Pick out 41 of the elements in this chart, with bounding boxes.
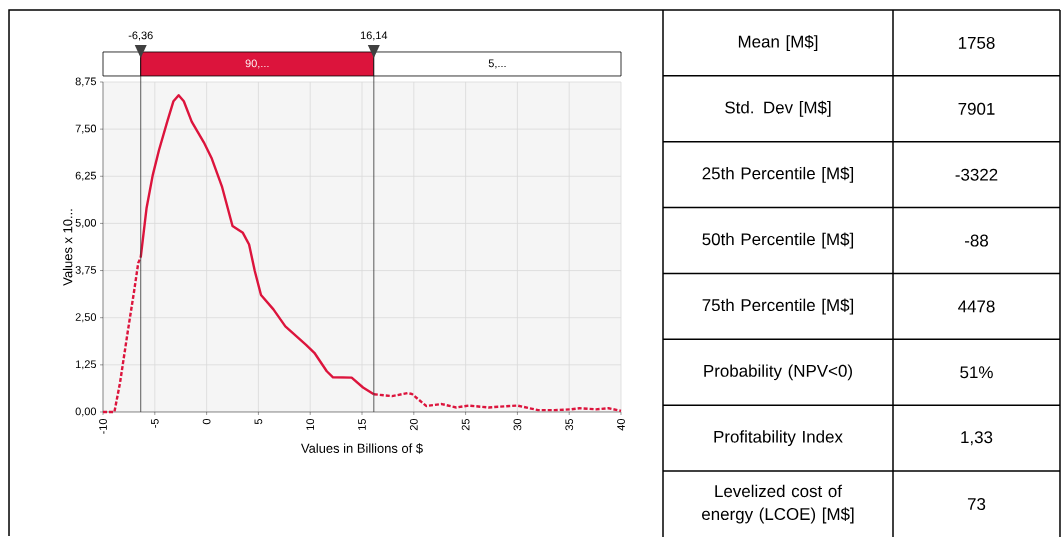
x-tick-label: 30	[513, 419, 522, 431]
text: 73	[967, 498, 986, 511]
y-axis-title: Values x 10...	[62, 209, 73, 286]
y-tick-label: 2,50	[75, 313, 97, 323]
x-tick-label: 5	[254, 419, 263, 425]
x-tick-label: 10	[306, 419, 315, 430]
y-tick-label: 3,75	[75, 266, 97, 276]
text: -3322	[955, 168, 998, 181]
text: 51%	[960, 366, 993, 379]
x-tick-label: 20	[409, 419, 418, 431]
ref-line-label: 16,14	[360, 31, 388, 41]
text: 4478	[958, 300, 995, 313]
text: Std. Dev [M$]	[725, 100, 831, 117]
x-tick-label: -10	[99, 419, 107, 434]
text: -88	[965, 234, 989, 247]
ref-line-label: -6,36	[128, 31, 153, 41]
text: 7901	[958, 102, 995, 115]
x-axis-title: Values in Billions of $	[301, 443, 423, 454]
text: 50th Percentile [M$]	[702, 232, 854, 249]
y-tick-label: 5,00	[75, 219, 97, 229]
x-tick-label: 0	[202, 419, 211, 425]
x-tick-label: -5	[150, 419, 159, 428]
text: 1758	[958, 37, 995, 50]
text: Probability (NPV<0)	[704, 364, 852, 381]
text: 1,33	[961, 431, 993, 446]
text: Mean [M$]	[738, 35, 818, 52]
text: 90,...	[245, 59, 269, 69]
y-tick-label: 8,75	[75, 77, 97, 87]
y-tick-label: 7,50	[75, 124, 97, 134]
y-tick-label: 1,25	[75, 360, 97, 370]
x-tick-label: 35	[565, 419, 574, 431]
text: Profitability Index	[714, 430, 843, 447]
x-tick-label: 40	[617, 419, 625, 431]
x-tick-label: 15	[358, 419, 366, 430]
text: 75th Percentile [M$]	[702, 298, 854, 315]
text: Levelized cost of energy (LCOE) [M$]	[702, 484, 854, 524]
text: 25th Percentile [M$]	[702, 166, 854, 183]
y-tick-label: 0,00	[75, 407, 97, 417]
y-tick-label: 6,25	[75, 171, 97, 181]
x-tick-label: 25	[461, 419, 470, 431]
text: 5,...	[488, 59, 506, 69]
